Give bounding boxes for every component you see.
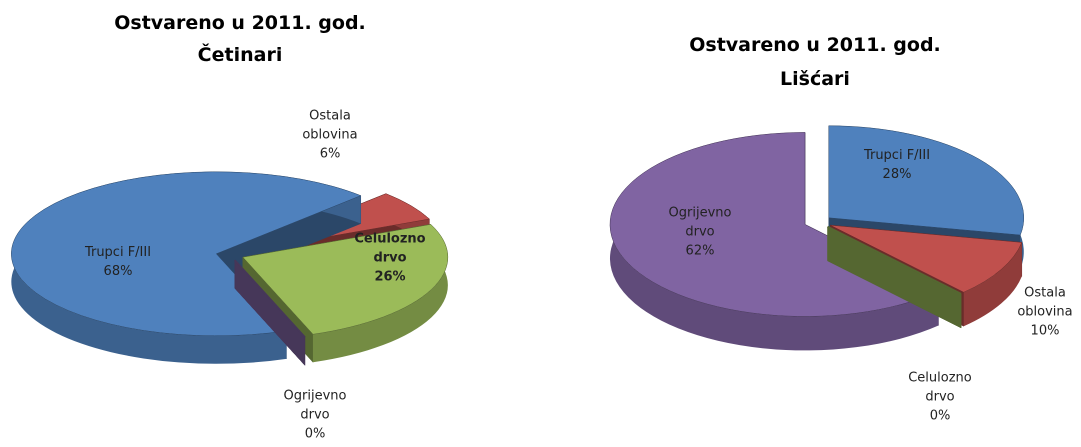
slice-wall bbox=[312, 224, 448, 363]
slice-top bbox=[830, 224, 1023, 293]
value-label: 6% bbox=[319, 146, 341, 162]
category-label: Celulozno drvo bbox=[908, 370, 972, 405]
slice-top bbox=[11, 171, 362, 337]
slice-top bbox=[827, 225, 962, 295]
data-label: Ostala oblovina 6% bbox=[290, 107, 370, 164]
category-label: Celulozno drvo bbox=[354, 231, 426, 266]
slice-top bbox=[234, 259, 306, 338]
slice-top bbox=[828, 125, 1025, 236]
slice-wall bbox=[609, 132, 939, 351]
slice-top bbox=[242, 224, 449, 335]
category-label: Trupci F/III bbox=[863, 148, 931, 163]
chart-title: Ostvareno u 2011. god. bbox=[114, 12, 366, 34]
chart-subtitle: Četinari bbox=[197, 44, 283, 66]
chart-title: Ostvareno u 2011. god. bbox=[689, 34, 941, 56]
data-label: Celulozno drvo 26% bbox=[350, 230, 430, 287]
pie-slice bbox=[827, 225, 962, 329]
value-label: 10% bbox=[1030, 323, 1060, 339]
data-label: Ogrijevno drvo 62% bbox=[660, 204, 740, 261]
value-label: 28% bbox=[882, 167, 912, 182]
category-label: Trupci F/III bbox=[84, 245, 152, 260]
value-label: 0% bbox=[929, 408, 951, 424]
data-label: Ostala oblovina 10% bbox=[1005, 284, 1081, 341]
chart-subtitle: Lišćari bbox=[780, 68, 850, 90]
data-label: Trupci F/III 68% bbox=[78, 243, 158, 281]
category-label: Ogrijevno drvo bbox=[283, 388, 347, 423]
slice-wall bbox=[963, 242, 1022, 327]
data-label: Celulozno drvo 0% bbox=[900, 369, 980, 426]
value-label: 68% bbox=[103, 264, 133, 279]
pie-slice bbox=[234, 259, 306, 366]
value-label: 62% bbox=[685, 243, 715, 259]
value-label: 0% bbox=[304, 426, 326, 442]
category-label: Ostala oblovina bbox=[302, 108, 358, 143]
data-label: Trupci F/III 28% bbox=[857, 146, 937, 184]
data-label: Ogrijevno drvo 0% bbox=[275, 387, 355, 444]
category-label: Ogrijevno drvo bbox=[668, 205, 732, 240]
category-label: Ostala oblovina bbox=[1017, 285, 1073, 320]
value-label: 26% bbox=[374, 269, 406, 285]
